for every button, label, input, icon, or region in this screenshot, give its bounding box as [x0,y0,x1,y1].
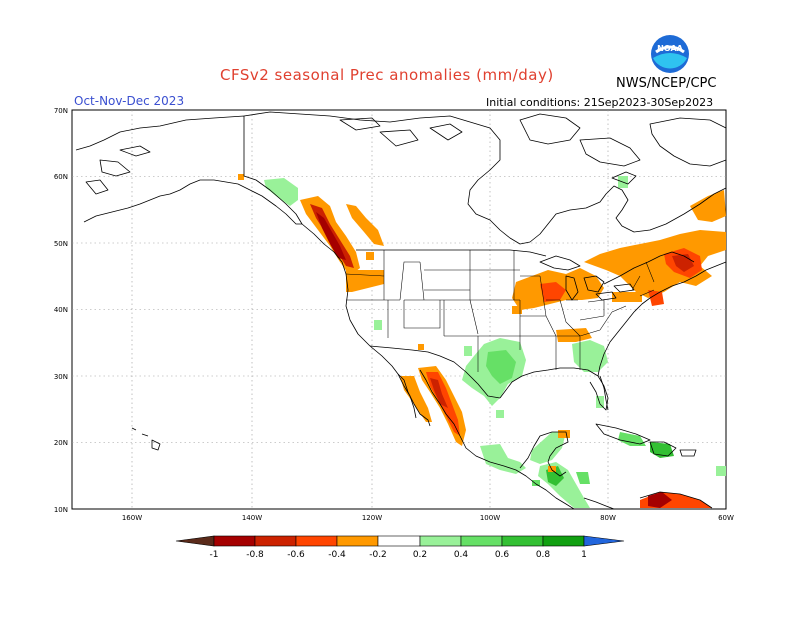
colorbar-label-5: -0.2 [369,550,387,560]
lon-label-140w: 140W [242,514,262,522]
colorbar-label-2: -0.8 [246,550,264,560]
colorbar-wet-extreme [583,535,625,547]
colorbar-label-9: 0.8 [536,550,551,560]
agency-label: NWS/NCEP/CPC [616,76,717,91]
lat-label-40n: 40N [54,306,68,314]
colorbar-bin-8 [501,535,544,547]
lat-label-30n: 30N [54,373,68,381]
lat-label-60n: 60N [54,173,68,181]
lon-label-160w: 160W [122,514,142,522]
colorbar-bin-6 [419,535,462,547]
colorbar-label-10: 1 [581,550,587,560]
colorbar-bin-9 [542,535,585,547]
colorbar-label-3: -0.6 [287,550,305,560]
noaa-logo-icon: NOAA [651,35,689,73]
colorbar-bin-3 [295,535,338,547]
map-frame [71,109,727,510]
lon-tick-labels: 160W 140W 120W 100W 80W 60W [122,514,734,522]
colorbar-bin-4 [336,535,379,547]
colorbar-bin-2 [254,535,297,547]
colorbar-dry-extreme [175,535,215,547]
map-gridlines [72,110,726,509]
colorbar-label-4: -0.4 [328,550,346,560]
colorbar-label-6: 0.2 [413,550,427,560]
colorbar-bin-5 [377,535,421,547]
colorbar-bin-7 [460,535,503,547]
lat-tick-labels: 70N 60N 50N 40N 30N 20N 10N [54,107,68,514]
colorbar-bin-1 [213,535,256,547]
lat-label-10n: 10N [54,506,68,514]
anomaly-shading [238,174,726,508]
lat-label-70n: 70N [54,107,68,115]
colorbar-label-1: -1 [210,550,219,560]
season-label: Oct-Nov-Dec 2023 [74,94,185,108]
lon-label-100w: 100W [480,514,500,522]
lat-label-20n: 20N [54,439,68,447]
colorbar-labels: -1 -0.8 -0.6 -0.4 -0.2 0.2 0.4 0.6 0.8 1 [210,550,587,560]
initial-conditions-label: Initial conditions: 21Sep2023-30Sep2023 [486,96,714,109]
lat-label-50n: 50N [54,240,68,248]
colorbar [175,535,625,547]
colorbar-label-8: 0.6 [495,550,510,560]
lon-label-80w: 80W [600,514,616,522]
map-title: CFSv2 seasonal Prec anomalies (mm/day) [220,66,554,84]
state-borders [345,250,655,372]
lon-label-60w: 60W [718,514,734,522]
coastlines [75,111,727,510]
colorbar-label-7: 0.4 [454,550,469,560]
lon-label-120w: 120W [362,514,382,522]
svg-text:NOAA: NOAA [657,44,683,53]
